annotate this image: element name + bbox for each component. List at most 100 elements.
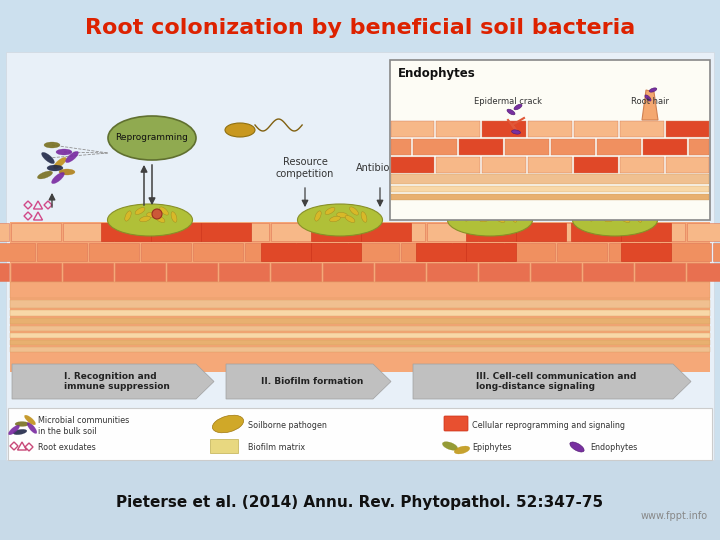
Ellipse shape (570, 442, 584, 452)
Ellipse shape (15, 422, 29, 427)
Bar (574, 121, 618, 137)
Bar (574, 157, 618, 173)
Text: Reprogramming: Reprogramming (116, 133, 189, 143)
Text: Root hair: Root hair (631, 98, 669, 106)
Ellipse shape (611, 212, 623, 218)
Bar (571, 223, 621, 241)
Bar (635, 223, 685, 241)
Ellipse shape (325, 207, 335, 214)
Text: II. Biofilm formation: II. Biofilm formation (261, 377, 364, 386)
Ellipse shape (600, 207, 610, 214)
Ellipse shape (155, 215, 165, 222)
Bar (323, 223, 373, 241)
Bar (666, 157, 709, 173)
Bar (479, 223, 529, 241)
Bar (297, 243, 347, 261)
Ellipse shape (448, 204, 533, 236)
Bar (583, 223, 633, 241)
Bar (10, 333, 710, 338)
Text: Root exudates: Root exudates (38, 442, 96, 451)
Text: Endophytes: Endophytes (398, 68, 476, 80)
FancyArrow shape (12, 364, 214, 399)
Ellipse shape (514, 104, 522, 110)
Bar (413, 139, 457, 155)
Ellipse shape (9, 425, 19, 435)
Bar (689, 139, 709, 155)
Bar (167, 223, 217, 241)
FancyArrow shape (226, 364, 391, 399)
Bar (10, 222, 710, 372)
Bar (101, 223, 151, 241)
Ellipse shape (511, 130, 521, 134)
Bar (63, 263, 113, 281)
Bar (583, 263, 633, 281)
Bar (10, 310, 710, 316)
Bar (597, 139, 641, 155)
Bar (89, 243, 139, 261)
Bar (635, 263, 685, 281)
Bar (391, 139, 411, 155)
Bar (427, 223, 477, 241)
Bar (10, 340, 710, 345)
Bar (115, 223, 165, 241)
Bar (609, 243, 659, 261)
Bar (391, 186, 709, 192)
Bar (193, 243, 243, 261)
Ellipse shape (53, 157, 66, 168)
Ellipse shape (330, 216, 341, 222)
Ellipse shape (500, 207, 508, 215)
Ellipse shape (297, 204, 382, 236)
Bar (713, 243, 720, 261)
Bar (245, 243, 295, 261)
Bar (0, 460, 720, 540)
FancyArrow shape (413, 364, 691, 399)
Ellipse shape (56, 148, 71, 156)
Bar (661, 243, 711, 261)
Ellipse shape (465, 211, 471, 221)
Ellipse shape (43, 151, 53, 165)
Bar (466, 223, 516, 241)
Bar (167, 263, 217, 281)
Bar (621, 223, 671, 241)
Ellipse shape (495, 215, 505, 222)
Bar (531, 223, 581, 241)
Bar (261, 243, 311, 261)
Text: Microbial communities
in the bulk soil: Microbial communities in the bulk soil (38, 416, 130, 436)
Bar (621, 243, 671, 261)
Ellipse shape (572, 204, 657, 236)
Text: Epiphytes: Epiphytes (472, 442, 511, 451)
Bar (557, 243, 607, 261)
Ellipse shape (135, 207, 145, 214)
Bar (375, 263, 425, 281)
Ellipse shape (336, 212, 348, 218)
Bar (349, 243, 399, 261)
Ellipse shape (50, 174, 66, 182)
Bar (391, 157, 434, 173)
Text: Cellular reprogramming and signaling: Cellular reprogramming and signaling (472, 421, 625, 429)
Ellipse shape (624, 207, 634, 215)
Bar (482, 121, 526, 137)
Ellipse shape (315, 211, 321, 221)
Bar (516, 223, 566, 241)
Text: Endophytes: Endophytes (590, 442, 637, 451)
Bar (10, 347, 710, 352)
Ellipse shape (171, 212, 177, 222)
Bar (219, 223, 269, 241)
Bar (151, 223, 201, 241)
Bar (416, 243, 466, 261)
Bar (271, 263, 321, 281)
Ellipse shape (605, 216, 616, 222)
Bar (479, 263, 529, 281)
Bar (427, 263, 477, 281)
Ellipse shape (60, 168, 75, 176)
Ellipse shape (160, 207, 168, 215)
Text: Epidermal crack: Epidermal crack (474, 98, 542, 106)
Bar (687, 263, 720, 281)
Text: Root colonization by beneficial soil bacteria: Root colonization by beneficial soil bac… (85, 18, 635, 38)
FancyBboxPatch shape (210, 439, 238, 453)
Bar (551, 139, 595, 155)
Bar (361, 223, 411, 241)
Text: Pieterse et al. (2014) Annu. Rev. Phytopathol. 52:347-75: Pieterse et al. (2014) Annu. Rev. Phytop… (117, 496, 603, 510)
Bar (620, 157, 664, 173)
Ellipse shape (511, 212, 517, 222)
